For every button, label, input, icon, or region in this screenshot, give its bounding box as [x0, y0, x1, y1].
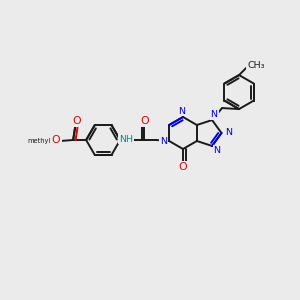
Text: methyl: methyl: [28, 138, 51, 144]
Text: N: N: [211, 110, 218, 118]
Text: N: N: [178, 106, 185, 116]
Text: CH₃: CH₃: [247, 61, 265, 70]
Text: O: O: [73, 116, 82, 126]
Text: N: N: [225, 128, 232, 136]
Text: NH: NH: [119, 134, 133, 143]
Text: N: N: [214, 146, 220, 155]
Text: N: N: [160, 137, 167, 146]
Text: O: O: [141, 116, 149, 126]
Text: O: O: [179, 162, 187, 172]
Text: O: O: [52, 135, 61, 145]
